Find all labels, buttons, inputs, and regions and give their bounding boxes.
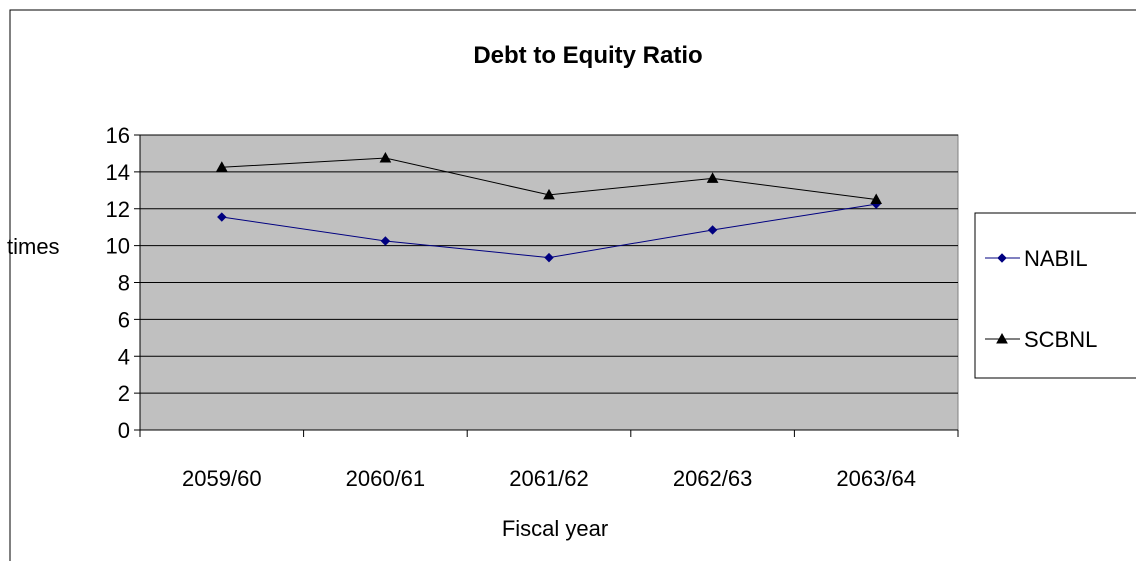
y-tick-label: 6 bbox=[118, 307, 130, 332]
scbnl-marker bbox=[870, 193, 883, 205]
x-tick-label: 2062/63 bbox=[673, 466, 753, 491]
y-tick-label: 0 bbox=[118, 418, 130, 443]
x-axis-label: Fiscal year bbox=[502, 516, 608, 541]
x-tick-labels: 2059/60 2060/61 2061/62 2062/63 2063/64 bbox=[182, 466, 916, 491]
nabil-marker bbox=[380, 236, 391, 246]
legend-scbnl-marker bbox=[996, 332, 1008, 344]
chart-title: Debt to Equity Ratio bbox=[473, 42, 702, 69]
series-lines bbox=[215, 152, 883, 263]
x-tick-label: 2063/64 bbox=[836, 466, 916, 491]
legend-nabil-marker bbox=[997, 253, 1007, 263]
y-axis-label: times bbox=[7, 234, 60, 259]
legend-box bbox=[974, 212, 1136, 379]
x-tick-label: 2061/62 bbox=[509, 466, 589, 491]
y-tick-label: 14 bbox=[106, 160, 130, 185]
y-tick-label: 8 bbox=[118, 271, 130, 296]
legend-label: SCBNL bbox=[1024, 327, 1097, 352]
gridlines bbox=[140, 134, 958, 394]
axes bbox=[134, 134, 959, 437]
x-tick-label: 2060/61 bbox=[346, 466, 426, 491]
scbnl-marker bbox=[706, 172, 719, 183]
legend-items: NABIL SCBNL bbox=[985, 246, 1097, 352]
legend-item-scbnl: SCBNL bbox=[985, 327, 1097, 352]
legend-label: NABIL bbox=[1024, 246, 1088, 271]
nabil-marker bbox=[544, 252, 554, 263]
nabil-marker bbox=[707, 225, 718, 235]
scbnl-marker bbox=[543, 188, 555, 200]
y-tick-label: 4 bbox=[118, 344, 130, 369]
y-tick-label: 12 bbox=[106, 197, 130, 222]
legend-item-nabil: NABIL bbox=[985, 246, 1088, 271]
chart-area-border bbox=[9, 9, 1136, 561]
y-tick-label: 10 bbox=[106, 234, 130, 259]
scbnl-series bbox=[215, 152, 883, 205]
legend: NABIL SCBNL bbox=[974, 212, 1136, 379]
y-tick-labels: 0 2 4 6 8 10 12 14 16 bbox=[106, 123, 130, 443]
x-tick-label: 2059/60 bbox=[182, 466, 262, 491]
nabil-series bbox=[217, 199, 881, 263]
nabil-marker bbox=[217, 212, 227, 222]
scbnl-marker bbox=[379, 152, 392, 163]
y-tick-label: 2 bbox=[118, 381, 130, 406]
y-tick-label: 16 bbox=[106, 123, 130, 148]
scbnl-marker bbox=[215, 161, 228, 172]
